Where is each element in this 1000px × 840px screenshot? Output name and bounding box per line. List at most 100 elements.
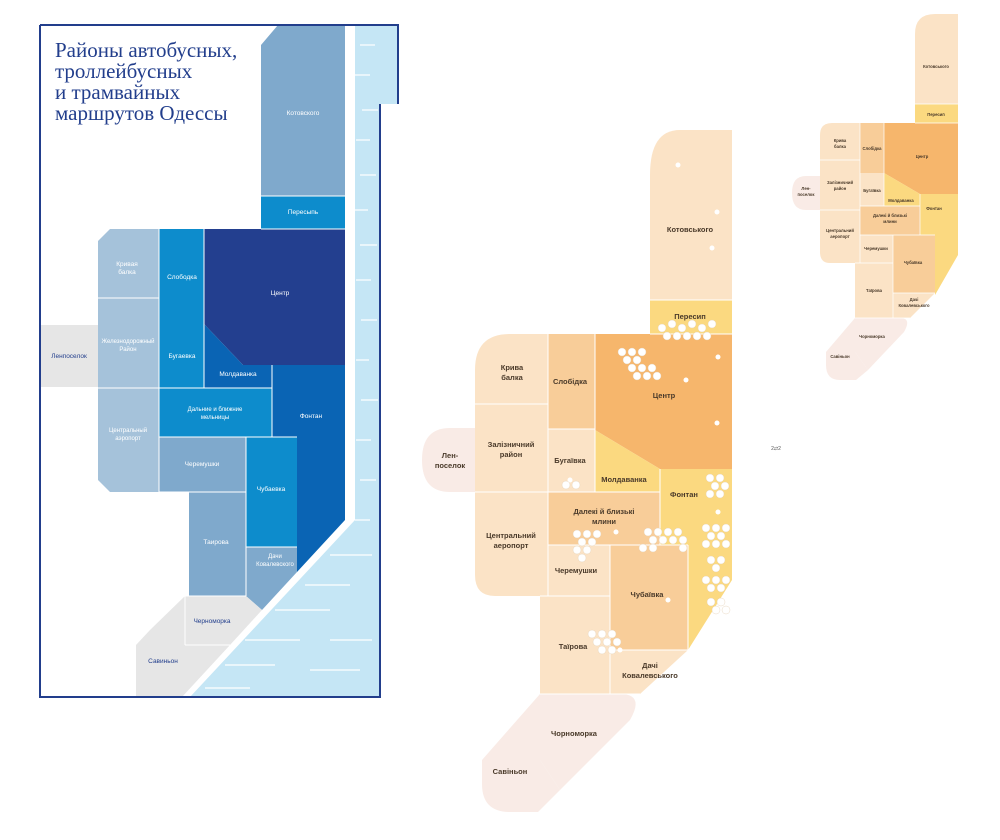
district3-kovalevskogo xyxy=(893,293,935,318)
map-3-small: Котовського Пересип Крива балка Слобідка… xyxy=(792,14,958,380)
label2-kovalevskogo-1: Дачі xyxy=(642,661,658,670)
label3-chubaivka: Чубаївка xyxy=(904,260,923,265)
label2-lenposelok-2: поселок xyxy=(435,461,466,470)
label-chernomorka: Черноморка xyxy=(193,618,230,625)
label3-kotovskogo: Котовського xyxy=(923,64,949,69)
district3-peresyp xyxy=(915,104,958,123)
label3-mlyny-2: млини xyxy=(883,219,897,224)
district2-slobidka xyxy=(548,334,595,429)
label3-lenposelok-1: Лен- xyxy=(801,186,811,191)
label2-slobidka: Слобідка xyxy=(553,377,588,386)
label-tairova: Таирова xyxy=(203,539,229,546)
map-2-orange: 2⇄2 Котовського Пересип Крива балка Слоб… xyxy=(422,130,781,812)
label2-kryva-balka-2: балка xyxy=(501,373,523,382)
label3-cheremushki: Черемушки xyxy=(864,246,888,251)
label2-cheremushki: Черемушки xyxy=(555,566,598,575)
route-bubbles xyxy=(561,319,731,655)
label2-peresyp: Пересип xyxy=(674,312,706,321)
district-melnitsy xyxy=(159,388,272,437)
label2-aeroport-1: Центральний xyxy=(486,531,536,540)
district2-kovalevskogo xyxy=(610,650,688,694)
district3-kryva-balka xyxy=(820,123,860,160)
label2-mlyny-1: Далекі й близькі xyxy=(574,507,635,516)
district-chubaevka xyxy=(246,437,297,547)
label3-kryva-balka-1: Крива xyxy=(834,138,847,143)
label-slobodka: Слободка xyxy=(167,273,197,281)
district2-chornomorka xyxy=(540,694,636,790)
district-lenposelok xyxy=(40,325,98,387)
label2-bugaivka: Бугаївка xyxy=(554,456,586,465)
map-title-line-4: маршрутов Одессы xyxy=(55,101,228,125)
district-slobodka xyxy=(159,229,204,324)
district-bugaevka xyxy=(159,324,204,388)
label2-aeroport-2: аеропорт xyxy=(494,541,529,550)
district3-chubaivka xyxy=(893,235,935,293)
district3-mlyny xyxy=(860,206,920,235)
label-kovalevskogo-2: Ковалевского xyxy=(256,562,294,568)
label2-tairova: Таїрова xyxy=(559,642,588,651)
label3-kovalevskogo-1: Дачі xyxy=(910,297,919,302)
district2-savinyon xyxy=(482,694,560,812)
label3-slobidka: Слобідка xyxy=(862,146,882,151)
district-fontan xyxy=(272,365,345,572)
label3-fontan: Фонтан xyxy=(926,206,942,211)
sea-wave-lines xyxy=(205,44,378,689)
label-aeroport-1: Центральный xyxy=(109,427,147,434)
label3-moldavanka: Молдаванка xyxy=(888,198,914,203)
label-kovalevskogo-1: Дачи xyxy=(268,554,282,560)
district-kotovskogo xyxy=(261,25,345,196)
label-kryvaya-balka-2: балка xyxy=(118,268,136,276)
map-title-line-2: троллейбусных xyxy=(55,59,193,83)
label-lenposelok: Ленпоселок xyxy=(51,353,87,360)
district2-kotovskogo xyxy=(650,130,732,300)
label2-kryva-balka-1: Крива xyxy=(501,363,524,372)
label3-lenposelok-2: поселок xyxy=(798,192,816,197)
district3-kotovskogo xyxy=(915,14,958,104)
route-glyph-stray: 2⇄2 xyxy=(771,446,781,452)
map-title-line-3: и трамвайных xyxy=(55,80,181,104)
label-melnitsy-1: Дальние и ближние xyxy=(188,407,243,413)
label2-zaliznychny-2: район xyxy=(500,450,522,459)
label-aeroport-2: аэропорт xyxy=(115,436,141,442)
district-kovalevskogo xyxy=(246,547,297,610)
label2-chornomorka: Чорноморка xyxy=(551,729,598,738)
district3-tairova xyxy=(855,263,893,318)
district-tairova xyxy=(189,492,246,596)
label2-lenposelok-1: Лен- xyxy=(442,451,459,460)
map-title: Районы автобусных, троллейбусных и трамв… xyxy=(55,40,285,124)
label3-bugaivka: Бугаївка xyxy=(863,188,881,193)
district-chernomorka xyxy=(185,596,262,645)
label3-kryva-balka-2: балка xyxy=(834,144,847,149)
label3-aeroport-2: аеропорт xyxy=(830,234,849,239)
label3-zaliznychny-1: Залізничний xyxy=(827,180,853,185)
map-frame xyxy=(39,24,399,698)
district-centr xyxy=(204,229,345,365)
label3-savinyon: Савіньон xyxy=(830,354,850,359)
district3-aeroport xyxy=(820,210,860,263)
label-fontan: Фонтан xyxy=(300,413,323,420)
district-peresyp xyxy=(261,196,345,229)
label3-tairova: Таїрова xyxy=(866,288,883,293)
district3-fontan xyxy=(920,194,958,295)
district3-lenposelok xyxy=(792,176,820,210)
label2-fontan: Фонтан xyxy=(670,490,698,499)
label-kryvaya-balka-1: Кривая xyxy=(116,261,138,268)
label2-zaliznychny-1: Залізничний xyxy=(488,440,535,449)
district3-centr xyxy=(884,123,958,194)
label2-centr: Центр xyxy=(653,391,676,400)
district3-slobidka xyxy=(860,123,884,173)
district3-moldavanka xyxy=(884,173,920,206)
district-moldavanka xyxy=(204,324,272,388)
label-chubaevka: Чубаевка xyxy=(257,485,286,493)
map-1-blue: Котовского Пересыпь Кривая балка Слободк… xyxy=(39,24,399,698)
label3-kovalevskogo-2: Ковалевського xyxy=(898,303,930,308)
locality-dots xyxy=(567,162,721,653)
district-zheleznodorozhny xyxy=(98,298,159,388)
label-bugaevka: Бугаевка xyxy=(169,353,196,360)
district2-lenposelok xyxy=(422,428,475,492)
label3-mlyny-1: Далекі й близькі xyxy=(873,213,907,218)
district2-moldavanka xyxy=(595,430,660,492)
map-title-line-1: Районы автобусных, xyxy=(55,38,238,62)
